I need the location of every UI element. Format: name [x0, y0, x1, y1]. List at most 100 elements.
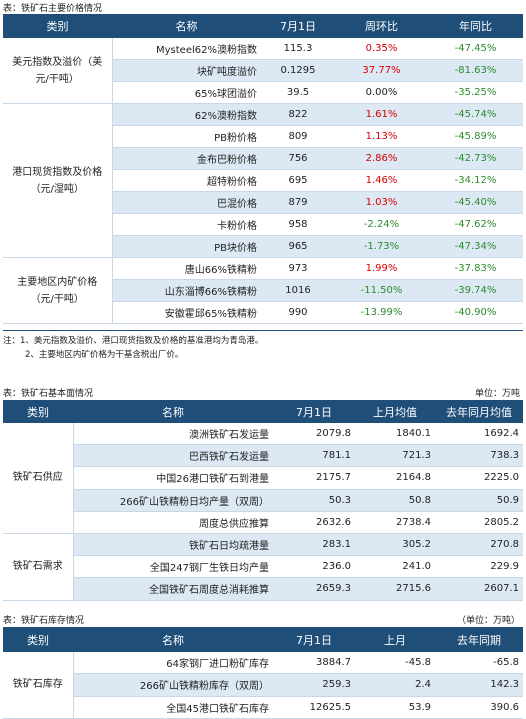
- item-name: 266矿山铁精粉库存（双周）: [73, 673, 273, 697]
- item-wow: 0.00%: [335, 81, 428, 104]
- header-category: 类别: [3, 400, 73, 423]
- item-name: 金布巴粉价格: [112, 147, 261, 170]
- price-table-header: 类别 名称 7月1日 周环比 年同比: [3, 14, 523, 38]
- item-name: 安徽霍邱65%铁精粉: [112, 301, 261, 324]
- item-yoy: -40.90%: [428, 301, 523, 324]
- table-row: PB粉价格 809 1.13% -45.89%: [3, 125, 523, 148]
- item-value: 39.5: [261, 81, 335, 104]
- item-wow: -11.50%: [335, 279, 428, 302]
- item-last-year: 2225.0: [435, 466, 523, 490]
- item-yoy: -47.45%: [428, 38, 523, 60]
- item-value: 756: [261, 147, 335, 170]
- item-name: 64家钢厂进口粉矿库存: [73, 652, 273, 675]
- item-value: 0.1295: [261, 59, 335, 82]
- table2-unit: 单位：万吨: [474, 389, 520, 399]
- fundamentals-table: 类别 名称 7月1日 上月均值 去年同月均值 铁矿石供应 澳洲铁矿石发运量 20…: [3, 400, 523, 601]
- item-name: 卡粉价格: [112, 213, 261, 236]
- table-row: 65%球团溢价 39.5 0.00% -35.25%: [3, 81, 523, 104]
- item-value: 259.3: [273, 673, 355, 697]
- table-row: 全国45港口铁矿石库存 12625.5 53.9 390.6: [3, 696, 523, 719]
- table3-caption: 表：铁矿石库存情况: [3, 616, 85, 626]
- item-last-year: 270.8: [435, 533, 523, 557]
- header-name: 名称: [73, 627, 273, 652]
- inventory-table-header: 类别 名称 7月1日 上月 去年同期: [3, 627, 523, 652]
- item-wow: 1.61%: [335, 103, 428, 126]
- table-row: PB块价格 965 -1.73% -47.34%: [3, 235, 523, 258]
- item-value: 2079.8: [273, 423, 355, 446]
- item-last-month: -45.8: [355, 652, 435, 675]
- table-row: 铁矿石供应 澳洲铁矿石发运量 2079.8 1840.1 1692.4: [3, 423, 523, 534]
- item-last-month: 305.2: [355, 533, 435, 557]
- item-name: 山东淄博66%铁精粉: [112, 279, 261, 302]
- item-name: 周度总供应推算: [73, 511, 273, 534]
- item-value: 695: [261, 169, 335, 192]
- table-row: 巴西铁矿石发运量 781.1 721.3 738.3: [3, 444, 523, 468]
- fundamentals-table-header: 类别 名称 7月1日 上月均值 去年同月均值: [3, 400, 523, 423]
- category-cell: 主要地区内矿价格（元/干吨）: [3, 257, 113, 324]
- header-date: 7月1日: [273, 400, 355, 423]
- item-wow: -2.24%: [335, 213, 428, 236]
- item-value: 2175.7: [273, 466, 355, 490]
- item-wow: 1.03%: [335, 191, 428, 214]
- item-last-year: 1692.4: [435, 423, 523, 446]
- table-row: 铁矿石库存 64家钢厂进口粉矿库存 3884.7 -45.8 -65.8: [3, 652, 523, 719]
- item-value: 973: [261, 257, 335, 280]
- item-name: 唐山66%铁精粉: [112, 257, 261, 280]
- item-value: 2659.3: [273, 577, 355, 601]
- header-wow: 周环比: [335, 14, 428, 38]
- table-row: 安徽霍邱65%铁精粉 990 -13.99% -40.90%: [3, 301, 523, 324]
- item-yoy: -39.74%: [428, 279, 523, 302]
- header-category: 类别: [3, 14, 112, 38]
- item-value: 236.0: [273, 555, 355, 579]
- item-last-year: 229.9: [435, 555, 523, 579]
- item-yoy: -47.34%: [428, 235, 523, 258]
- item-value: 990: [261, 301, 335, 324]
- inventory-table: 类别 名称 7月1日 上月 去年同期 铁矿石库存 64家钢厂进口粉矿库存 388…: [3, 627, 523, 719]
- item-name: 中国26港口铁矿石到港量: [73, 466, 273, 490]
- item-yoy: -45.40%: [428, 191, 523, 214]
- table-row: 块矿吨度溢价 0.1295 37.77% -81.63%: [3, 59, 523, 82]
- item-last-year: 50.9: [435, 489, 523, 512]
- item-value: 3884.7: [273, 652, 355, 675]
- item-last-year: 2805.2: [435, 511, 523, 534]
- item-value: 809: [261, 125, 335, 148]
- table1-bottom-rule: [3, 330, 523, 331]
- header-date: 7月1日: [273, 627, 355, 652]
- item-name: 超特粉价格: [112, 169, 261, 192]
- item-wow: -13.99%: [335, 301, 428, 324]
- item-value: 12625.5: [273, 696, 355, 719]
- item-value: 822: [261, 103, 335, 126]
- item-wow: 1.46%: [335, 169, 428, 192]
- item-value: 2632.6: [273, 511, 355, 534]
- category-cell: 铁矿石供应: [3, 423, 74, 534]
- item-wow: -1.73%: [335, 235, 428, 258]
- item-last-month: 2.4: [355, 673, 435, 697]
- item-value: 50.3: [273, 489, 355, 512]
- item-name: 块矿吨度溢价: [112, 59, 261, 82]
- item-yoy: -45.89%: [428, 125, 523, 148]
- table-row: 卡粉价格 958 -2.24% -47.62%: [3, 213, 523, 236]
- item-yoy: -42.73%: [428, 147, 523, 170]
- item-name: 巴混价格: [112, 191, 261, 214]
- item-name: 65%球团溢价: [112, 81, 261, 104]
- item-last-year: 2607.1: [435, 577, 523, 601]
- item-value: 283.1: [273, 533, 355, 557]
- table-row: 全国247钢厂生铁日均产量 236.0 241.0 229.9: [3, 555, 523, 579]
- header-name: 名称: [73, 400, 273, 423]
- item-value: 879: [261, 191, 335, 214]
- item-value: 781.1: [273, 444, 355, 468]
- table-row: 山东淄博66%铁精粉 1016 -11.50% -39.74%: [3, 279, 523, 302]
- item-last-month: 2738.4: [355, 511, 435, 534]
- table-row: 266矿山铁精粉库存（双周） 259.3 2.4 142.3: [3, 673, 523, 697]
- header-date: 7月1日: [261, 14, 335, 38]
- item-name: Mysteel62%澳粉指数: [112, 38, 261, 60]
- item-yoy: -35.25%: [428, 81, 523, 104]
- table-row: 美元指数及溢价（美元/干吨） Mysteel62%澳粉指数 115.3 0.35…: [3, 38, 523, 104]
- category-cell: 铁矿石需求: [3, 533, 74, 601]
- header-last-year: 去年同期: [435, 627, 523, 652]
- table-row: 超特粉价格 695 1.46% -34.12%: [3, 169, 523, 192]
- table1-note-1: 注：1、美元指数及溢价、港口现货指数及价格的基准港均为青岛港。: [3, 336, 264, 346]
- item-wow: 2.86%: [335, 147, 428, 170]
- item-last-month: 2715.6: [355, 577, 435, 601]
- table2-caption: 表：铁矿石基本面情况: [3, 389, 94, 399]
